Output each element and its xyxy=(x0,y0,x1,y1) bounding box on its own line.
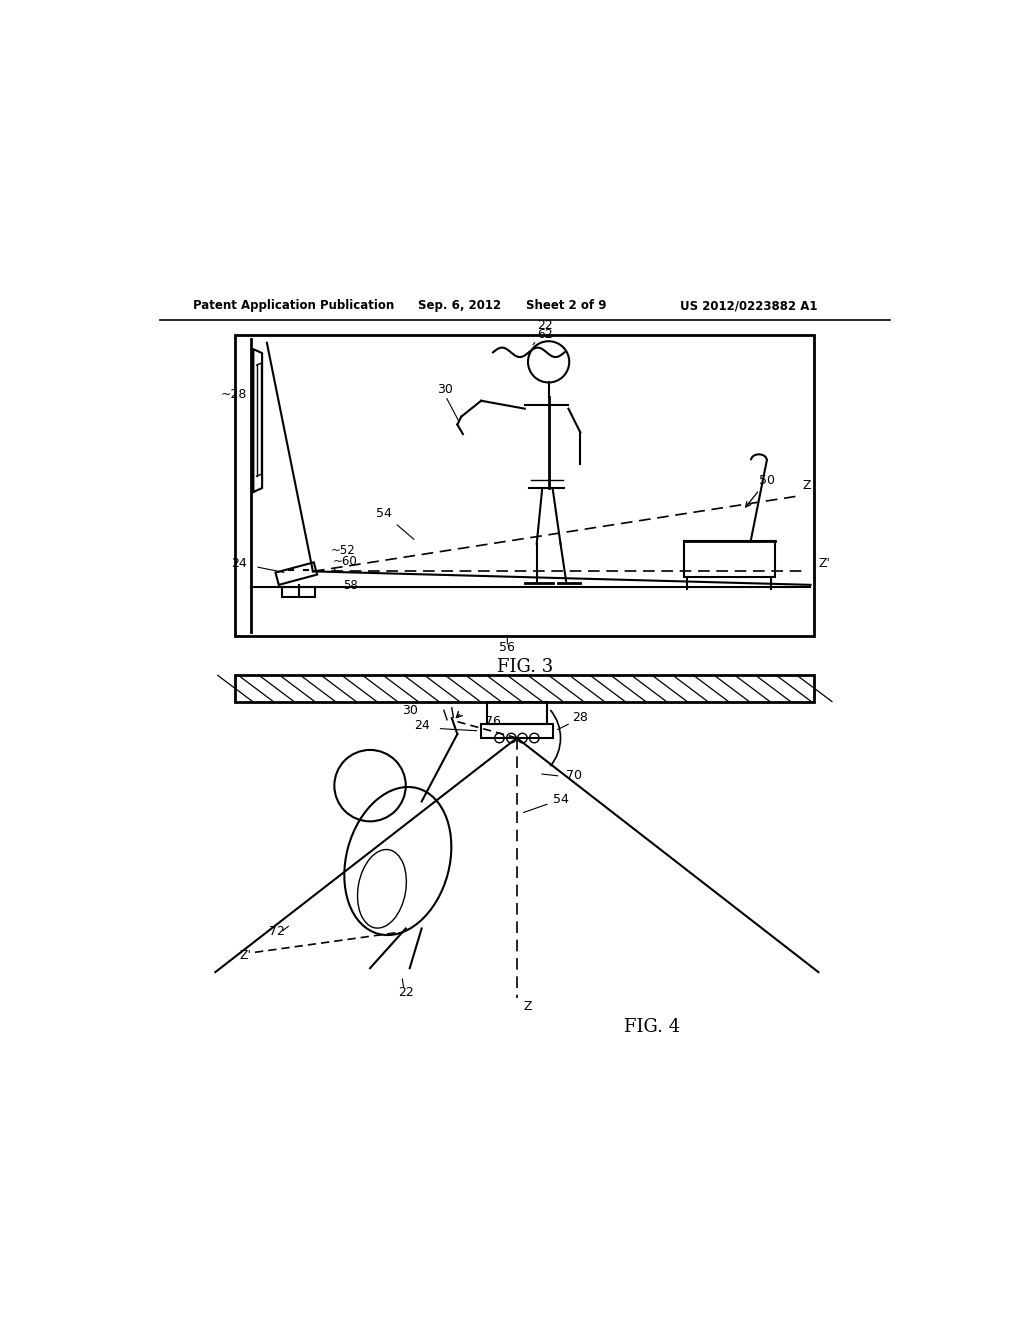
Text: 62: 62 xyxy=(537,329,553,341)
Bar xyxy=(282,587,315,597)
Bar xyxy=(481,723,553,738)
Text: 24: 24 xyxy=(414,718,430,731)
Text: ~28: ~28 xyxy=(220,388,247,401)
Text: Sep. 6, 2012: Sep. 6, 2012 xyxy=(418,300,501,312)
Text: 72: 72 xyxy=(269,925,285,937)
Text: Z': Z' xyxy=(818,557,830,570)
Text: 54: 54 xyxy=(377,507,414,540)
Text: Z: Z xyxy=(803,479,811,492)
Text: 58: 58 xyxy=(343,579,357,591)
Text: 30: 30 xyxy=(437,383,454,396)
Bar xyxy=(236,335,814,636)
Bar xyxy=(487,702,547,723)
Text: FIG. 3: FIG. 3 xyxy=(497,659,553,676)
Text: 50: 50 xyxy=(745,474,775,507)
Text: 54: 54 xyxy=(523,793,568,813)
Text: Patent Application Publication: Patent Application Publication xyxy=(194,300,394,312)
Text: 22: 22 xyxy=(398,986,414,999)
Text: 76: 76 xyxy=(485,715,501,729)
Text: 30: 30 xyxy=(401,704,418,717)
Text: 28: 28 xyxy=(572,711,589,725)
Bar xyxy=(684,541,775,577)
Text: Sheet 2 of 9: Sheet 2 of 9 xyxy=(526,300,607,312)
Text: ~52: ~52 xyxy=(331,544,355,557)
Text: 22: 22 xyxy=(537,319,553,333)
Text: 56: 56 xyxy=(500,640,515,653)
Text: 24: 24 xyxy=(231,557,247,570)
Text: US 2012/0223882 A1: US 2012/0223882 A1 xyxy=(680,300,817,312)
Text: ~60: ~60 xyxy=(333,554,357,568)
Text: Z': Z' xyxy=(240,949,252,962)
Text: FIG. 4: FIG. 4 xyxy=(624,1018,680,1036)
Bar xyxy=(236,675,814,702)
Bar xyxy=(275,562,317,585)
Text: Z: Z xyxy=(523,1001,531,1014)
Text: 70: 70 xyxy=(566,770,582,783)
